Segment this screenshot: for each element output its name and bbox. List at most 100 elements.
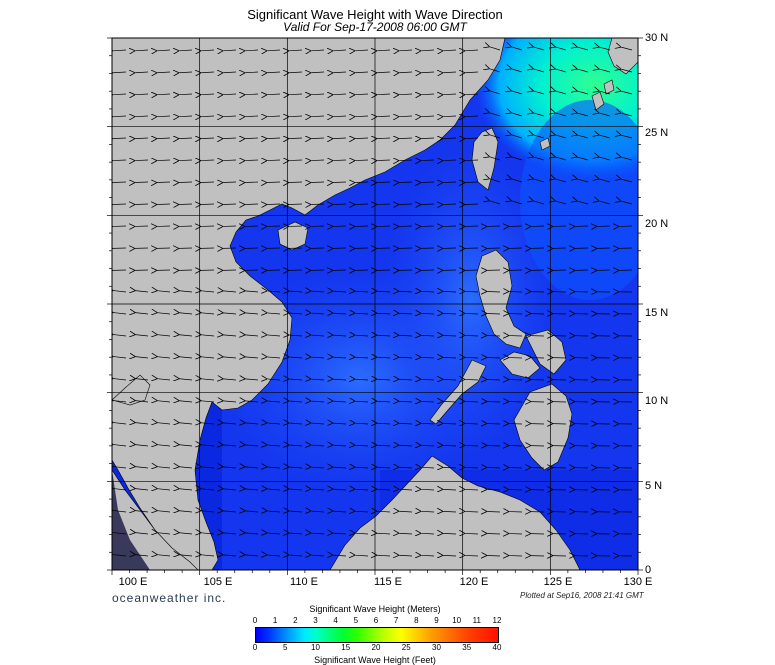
wave-arrow <box>512 201 523 205</box>
wave-arrow <box>245 94 259 95</box>
wave-arrow <box>399 379 413 380</box>
wave-arrow <box>245 313 259 314</box>
wave-arrow <box>179 335 193 336</box>
wave-arrow <box>223 94 237 95</box>
wave-arrow <box>223 423 237 424</box>
wave-arrow <box>577 157 589 161</box>
wave-arrow <box>135 335 149 336</box>
wave-arrow <box>421 291 435 292</box>
wave-arrow <box>113 291 127 292</box>
wave-arrow <box>355 182 369 183</box>
wave-arrow <box>113 138 127 139</box>
lat-label-20n: 20 N <box>645 218 669 230</box>
wave-arrow <box>201 291 215 292</box>
wave-arrow <box>465 50 479 51</box>
wave-arrow <box>223 379 237 380</box>
wave-arrow <box>157 160 171 161</box>
colorbar-tick-feet: 5 <box>283 643 288 652</box>
wave-arrow <box>289 335 303 336</box>
wave-arrow <box>289 72 303 73</box>
wave-arrow <box>355 379 369 380</box>
wave-arrow <box>201 160 215 161</box>
wave-arrow <box>223 72 237 73</box>
wave-arrow <box>245 50 259 51</box>
wave-arrow <box>555 47 567 51</box>
wave-arrow <box>289 379 303 380</box>
wave-arrow <box>245 533 259 534</box>
wave-arrow <box>311 357 325 358</box>
wave-arrow <box>421 313 435 314</box>
wave-arrow <box>201 72 215 73</box>
wave-arrow <box>512 47 523 51</box>
colorbar-tick-feet: 30 <box>432 643 441 652</box>
wave-arrow <box>267 94 281 95</box>
wave-arrow <box>135 357 149 358</box>
wave-arrow <box>377 160 391 161</box>
wave-arrow <box>201 313 215 314</box>
wave-arrow <box>311 555 325 556</box>
colorbar-tick-meters: 2 <box>293 616 298 625</box>
wave-arrow <box>113 489 127 490</box>
wave-arrow <box>179 72 193 73</box>
wave-arrow <box>157 50 171 51</box>
wave-arrow <box>311 467 325 468</box>
wave-arrow <box>377 467 391 468</box>
wave-arrow <box>355 357 369 358</box>
land-taiwan-island <box>471 127 499 191</box>
wave-arrow <box>179 511 193 512</box>
colorbar-tick-meters: 3 <box>313 616 318 625</box>
wave-arrow <box>377 291 391 292</box>
wave-arrow <box>289 313 303 314</box>
wave-arrow <box>443 555 457 556</box>
wave-arrow <box>267 335 281 336</box>
wave-arrow <box>135 379 149 380</box>
wave-arrow <box>490 179 501 183</box>
wave-arrow <box>487 313 501 314</box>
wave-arrow <box>599 91 611 95</box>
wave-arrow <box>267 401 281 402</box>
wave-arrow <box>245 182 259 183</box>
wave-arrow <box>135 313 149 314</box>
wave-arrow <box>245 72 259 73</box>
wave-arrow <box>333 335 347 336</box>
land-philippine-islands <box>429 329 567 425</box>
wave-arrow <box>355 445 369 446</box>
oceanweather-logo: oceanweather inc. <box>112 591 227 605</box>
wave-arrow <box>201 445 215 446</box>
wave-arrow <box>443 445 457 446</box>
colorbar-tick-meters: 0 <box>252 616 258 625</box>
wave-arrow <box>223 160 237 161</box>
wave-arrow <box>443 533 457 534</box>
wave-arrow <box>443 401 457 402</box>
wave-arrow <box>267 72 281 73</box>
wave-arrow <box>245 423 259 424</box>
wave-arrow <box>311 401 325 402</box>
wave-arrow <box>577 135 589 139</box>
wave-arrow <box>201 182 215 183</box>
wave-arrow <box>555 69 567 73</box>
plotted-timestamp: Plotted at Sep16, 2008 21:41 GMT <box>520 591 644 600</box>
lon-label-100e: 100 E <box>118 576 148 588</box>
wave-arrow <box>399 335 413 336</box>
wave-arrow <box>311 445 325 446</box>
wave-arrow <box>179 379 193 380</box>
wave-arrow <box>465 291 479 292</box>
wave-arrow <box>399 423 413 424</box>
wave-arrow <box>311 116 325 117</box>
wave-arrow <box>245 160 259 161</box>
wave-arrow <box>599 179 611 183</box>
wave-arrow <box>399 467 413 468</box>
wave-arrow <box>399 555 413 556</box>
wave-arrow <box>113 445 127 446</box>
wave-arrow <box>487 511 501 512</box>
wave-arrow <box>421 116 435 117</box>
wave-arrow <box>179 357 193 358</box>
wave-arrow <box>245 555 259 556</box>
lon-label-115e: 115 E <box>374 576 402 588</box>
wave-arrow <box>223 489 237 490</box>
wave-arrow <box>443 116 457 117</box>
wave-arrow <box>157 138 171 139</box>
wave-arrow <box>443 313 457 314</box>
wave-arrow <box>465 489 479 490</box>
colorbar <box>255 627 499 643</box>
